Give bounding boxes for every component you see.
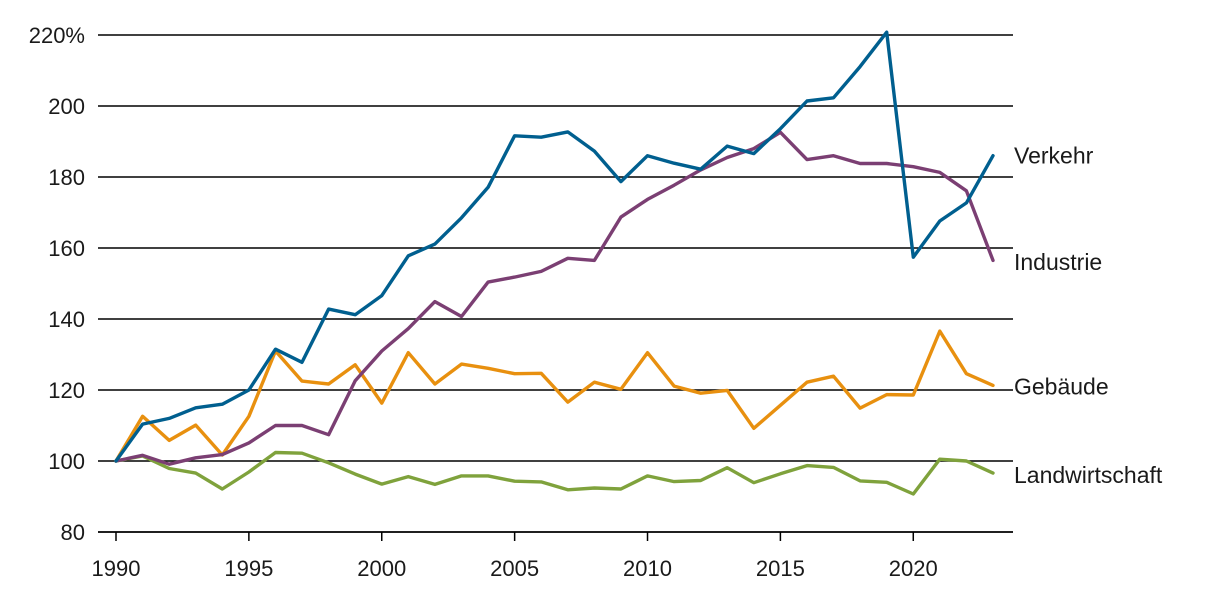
y-axis-tick-labels: 220% 200 180 160 140 120 100 80: [29, 23, 85, 545]
y-tick-label-100: 100: [48, 449, 85, 474]
series-labels: Verkehr Industrie Gebäude Landwirtschaft: [1014, 143, 1163, 489]
x-tick-label-1990: 1990: [92, 556, 141, 581]
x-tick-label-1995: 1995: [224, 556, 273, 581]
x-tick-label-2015: 2015: [756, 556, 805, 581]
series-line-geb-ude: [114, 329, 995, 463]
x-tick-label-2000: 2000: [357, 556, 406, 581]
series-label-geb-ude: Gebäude: [1014, 373, 1109, 399]
x-tick-label-2005: 2005: [490, 556, 539, 581]
series-line-landwirtschaft: [114, 450, 995, 496]
series-label-verkehr: Verkehr: [1014, 143, 1094, 169]
x-tick-label-2010: 2010: [623, 556, 672, 581]
series-line-verkehr: [114, 30, 995, 463]
y-tick-label-160: 160: [48, 236, 85, 261]
series-lines: [114, 30, 995, 496]
gridlines: [98, 34, 1013, 533]
y-tick-label-220: 220%: [29, 23, 85, 48]
x-axis: 1990 1995 2000 2005 2010 2015 2020: [92, 531, 1013, 581]
x-tick-label-2020: 2020: [889, 556, 938, 581]
series-line-industrie: [114, 130, 995, 466]
y-tick-label-180: 180: [48, 165, 85, 190]
y-tick-label-140: 140: [48, 307, 85, 332]
y-tick-label-120: 120: [48, 378, 85, 403]
series-label-landwirtschaft: Landwirtschaft: [1014, 462, 1163, 488]
y-tick-label-200: 200: [48, 94, 85, 119]
series-label-industrie: Industrie: [1014, 249, 1102, 275]
y-tick-label-80: 80: [61, 520, 85, 545]
